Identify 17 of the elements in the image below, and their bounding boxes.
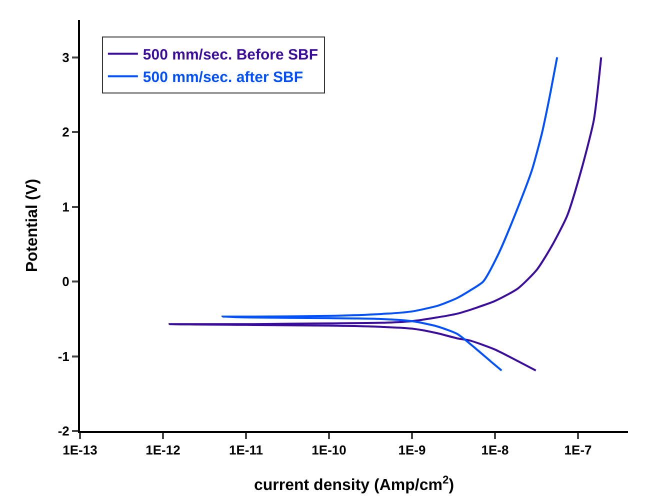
y-tick-label: 1 <box>62 199 70 214</box>
y-tick-label: 3 <box>62 50 70 65</box>
y-axis-title: Potential (V) <box>24 178 41 272</box>
y-tick-label: -1 <box>58 348 70 364</box>
x-tick-label: 1E-9 <box>398 442 426 458</box>
x-axis-title: current density (Amp/cm$^{2}$) <box>254 474 454 494</box>
x-tick-label: 1E-7 <box>564 442 592 458</box>
y-tick-label: 2 <box>62 124 70 140</box>
x-tick-label: 1E-8 <box>481 442 509 458</box>
legend-label: 500 mm/sec. after SBF <box>142 69 303 86</box>
x-tick-label: 1E-13 <box>62 442 98 458</box>
x-tick-label: 1E-12 <box>146 442 180 458</box>
x-tick-label: 1E-11 <box>229 442 263 458</box>
legend-label: 500 mm/sec. Before SBF <box>142 46 318 64</box>
y-tick-label: 0 <box>62 274 70 290</box>
y-tick-label: -2 <box>58 424 70 439</box>
x-tick-label: 1E-10 <box>312 442 346 458</box>
